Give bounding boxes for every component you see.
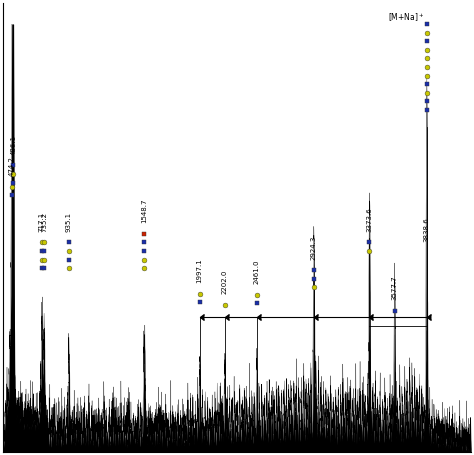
Text: [M+Na]$^+$: [M+Na]$^+$ (388, 12, 424, 24)
Text: 486.1: 486.1 (10, 135, 17, 155)
Text: 717.1: 717.1 (39, 212, 45, 232)
Text: 2461.0: 2461.0 (254, 259, 260, 284)
Text: 1548.7: 1548.7 (141, 199, 147, 223)
Text: 1997.1: 1997.1 (197, 258, 203, 283)
Text: 2924.3: 2924.3 (311, 235, 317, 260)
Text: 3838.6: 3838.6 (424, 217, 429, 242)
Text: 3577.7: 3577.7 (392, 276, 398, 300)
Text: 2202.0: 2202.0 (222, 269, 228, 294)
Text: 474.2: 474.2 (9, 156, 15, 176)
Text: 3373.6: 3373.6 (366, 207, 373, 232)
Text: 935.1: 935.1 (66, 212, 72, 232)
Text: 735.2: 735.2 (41, 212, 47, 232)
